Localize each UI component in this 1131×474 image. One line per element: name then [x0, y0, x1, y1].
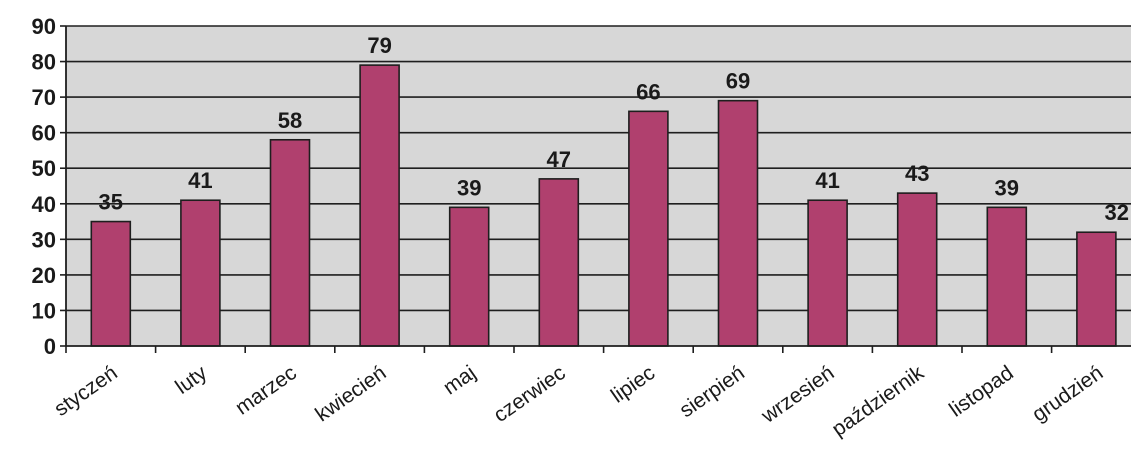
category-label: maj	[439, 361, 480, 399]
gridlines	[66, 25, 1131, 312]
bar	[896, 192, 938, 347]
plot-area	[66, 26, 1131, 346]
value-label: 47	[547, 147, 571, 172]
category-label: wrzesień	[757, 361, 839, 428]
bars	[90, 64, 1117, 347]
value-label: 58	[278, 108, 302, 133]
value-label: 41	[815, 168, 839, 193]
bar	[807, 199, 848, 347]
value-label: 66	[636, 79, 660, 104]
value-label: 39	[995, 175, 1019, 200]
y-tick-label: 50	[32, 156, 56, 181]
bar	[359, 64, 400, 347]
bar	[90, 220, 132, 347]
category-label: luty	[171, 361, 211, 399]
bar	[1076, 231, 1117, 347]
category-label: lipiec	[607, 361, 659, 407]
category-label: czerwiec	[490, 361, 570, 427]
value-label: 32	[1105, 200, 1129, 225]
bar	[986, 206, 1028, 347]
y-tick-label: 60	[32, 121, 56, 146]
value-label: 39	[457, 175, 481, 200]
y-tick-label: 40	[32, 192, 56, 217]
y-tick-label: 30	[32, 227, 56, 252]
value-label: 35	[99, 190, 123, 215]
y-tick-label: 80	[32, 50, 56, 75]
category-label: październik	[828, 361, 929, 441]
category-label: grudzień	[1028, 361, 1107, 426]
bar	[448, 206, 490, 347]
bar	[269, 138, 311, 347]
y-tick-label: 10	[32, 298, 56, 323]
y-tick-label: 70	[32, 85, 56, 110]
y-axis-ticks: 0 10 20 30 40 50 60 70 80 90	[32, 14, 66, 359]
category-label: kwiecień	[311, 361, 390, 426]
y-tick-label: 90	[32, 14, 56, 39]
category-label: marzec	[231, 361, 301, 419]
bar	[628, 110, 669, 347]
value-label: 41	[188, 168, 212, 193]
category-label: styczeń	[50, 361, 122, 421]
value-label: 69	[726, 69, 750, 94]
category-labels: styczeń luty marzec kwiecień maj czerwiec lipi…	[50, 361, 1107, 441]
bar	[538, 178, 580, 347]
bar	[717, 99, 759, 347]
value-label: 79	[367, 33, 391, 58]
bar	[180, 199, 221, 347]
value-labels: 35 41 58 79 39 47 66 69 41 43 39 32	[99, 33, 1129, 225]
y-tick-label: 20	[32, 263, 56, 288]
category-label: sierpień	[675, 361, 748, 422]
value-label: 43	[905, 161, 929, 186]
x-axis-ticks	[65, 346, 1053, 353]
y-tick-label: 0	[44, 334, 56, 359]
category-label: listopad	[945, 361, 1017, 421]
